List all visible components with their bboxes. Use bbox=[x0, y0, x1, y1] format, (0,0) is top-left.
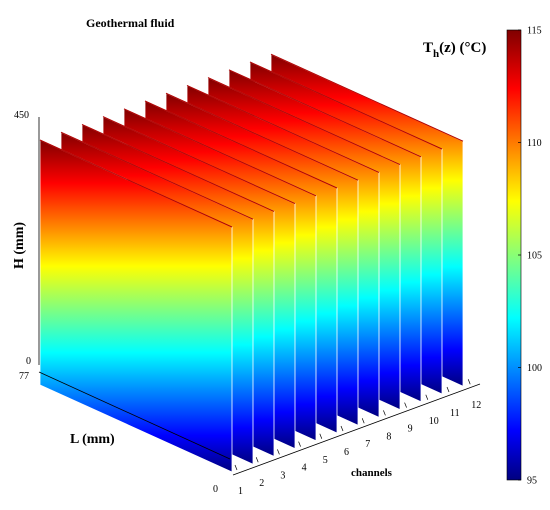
channel-axis-line bbox=[232, 383, 481, 476]
colorbar-tick-110: 110 bbox=[527, 138, 542, 149]
channel-tick-2: 2 bbox=[259, 478, 264, 489]
l-axis: 77 0 L (mm) bbox=[19, 371, 231, 495]
channel-panel-edge-2 bbox=[60, 131, 254, 220]
colorbar-label-sub: h bbox=[433, 48, 439, 60]
colorbar-label: Th(z) (°C) bbox=[423, 40, 486, 60]
channel-tick-mark-9 bbox=[404, 402, 407, 408]
channel-tick-mark-4 bbox=[298, 441, 301, 447]
chart-title: Geothermal fluid bbox=[86, 16, 175, 30]
channel-tick-mark-2 bbox=[255, 457, 259, 463]
channel-tick-8: 8 bbox=[386, 431, 391, 442]
channel-panel-edge-12 bbox=[270, 53, 464, 142]
channel-tick-5: 5 bbox=[323, 455, 328, 466]
channel-tick-mark-3 bbox=[277, 449, 280, 455]
channel-panel-edge-1 bbox=[39, 139, 233, 228]
colorbar-tick-95: 95 bbox=[527, 476, 537, 487]
channel-tick-mark-7 bbox=[361, 418, 365, 424]
channel-tick-mark-12 bbox=[467, 379, 471, 385]
channel-tick-mark-6 bbox=[340, 425, 344, 432]
channel-tick-4: 4 bbox=[302, 463, 307, 474]
channel-panel-edge-6 bbox=[144, 100, 338, 189]
l-axis-line bbox=[38, 371, 231, 460]
channel-tick-3: 3 bbox=[280, 470, 285, 481]
channel-tick-mark-1 bbox=[234, 464, 238, 471]
channel-tick-11: 11 bbox=[450, 408, 460, 419]
channel-tick-mark-11 bbox=[446, 386, 450, 393]
h-axis: 450 0 H (mm) bbox=[12, 110, 40, 367]
channel-panel-edge-10 bbox=[228, 69, 422, 158]
colorbar-tick-105: 105 bbox=[527, 251, 542, 262]
channel-panel-edge-5 bbox=[123, 108, 317, 197]
channel-panel-edge-9 bbox=[207, 77, 401, 166]
channel-panel-edge-8 bbox=[186, 84, 380, 173]
channel-tick-9: 9 bbox=[408, 424, 413, 435]
channel-axis-label: channels bbox=[351, 467, 393, 479]
colorbar-tick-100: 100 bbox=[527, 363, 542, 374]
channel-tick-1: 1 bbox=[238, 486, 243, 497]
l-axis-label: L (mm) bbox=[70, 432, 115, 447]
channel-tick-mark-5 bbox=[319, 433, 323, 439]
channel-tick-mark-8 bbox=[383, 410, 386, 416]
colorbar: 95 100 105 110 115 Th(z) (°C) bbox=[423, 26, 542, 487]
colorbar-label-main: T bbox=[423, 40, 433, 56]
channel-tick-10: 10 bbox=[429, 416, 439, 427]
channel-tick-7: 7 bbox=[365, 439, 370, 450]
channel-tick-mark-10 bbox=[425, 394, 429, 400]
l-tick-far: 77 bbox=[19, 371, 29, 382]
colorbar-label-rest: (z) (°C) bbox=[439, 40, 486, 56]
channel-panel-edge-3 bbox=[81, 123, 275, 212]
h-tick-bottom: 0 bbox=[26, 356, 31, 367]
l-tick-near: 0 bbox=[213, 484, 218, 495]
channel-tick-12: 12 bbox=[471, 400, 481, 411]
h-tick-top: 450 bbox=[14, 110, 29, 121]
channel-panel-edge-4 bbox=[102, 116, 296, 205]
channel-panels bbox=[39, 53, 464, 473]
channel-panel-edge-7 bbox=[165, 92, 359, 181]
channel-panel-edge-11 bbox=[249, 61, 443, 150]
h-axis-label: H (mm) bbox=[12, 222, 27, 269]
colorbar-tick-115: 115 bbox=[527, 26, 542, 37]
channel-tick-6: 6 bbox=[344, 447, 349, 458]
